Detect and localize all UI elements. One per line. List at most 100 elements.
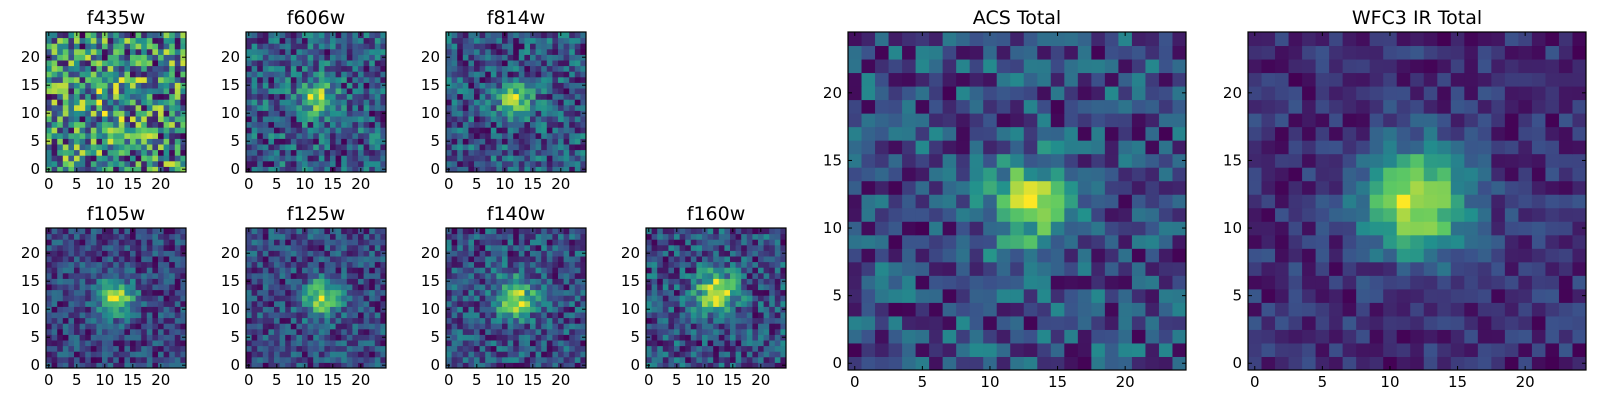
pixel-cell <box>541 250 548 257</box>
pixel-cell <box>758 295 765 302</box>
x-tick-label: 5 <box>272 175 282 193</box>
pixel-cell <box>657 334 664 341</box>
pixel-cell <box>290 300 297 307</box>
pixel-cell <box>324 284 331 291</box>
pixel-cell <box>662 306 669 313</box>
pixel-cell <box>158 76 165 83</box>
pixel-cell <box>135 110 142 117</box>
pixel-cell <box>135 340 142 347</box>
pixel-cell <box>1091 180 1106 195</box>
pixel-cell <box>474 256 481 263</box>
pixel-cell <box>335 267 342 274</box>
pixel-cell <box>457 88 464 95</box>
pixel-cell <box>318 239 325 246</box>
pixel-cell <box>507 82 514 89</box>
pixel-cell <box>146 317 153 324</box>
pixel-cell <box>51 60 58 67</box>
pixel-cell <box>1077 275 1092 290</box>
pixel-cell <box>62 351 69 358</box>
pixel-cell <box>479 43 486 50</box>
pixel-cell <box>163 278 170 285</box>
pixel-cell <box>363 244 370 251</box>
pixel-cell <box>646 328 653 335</box>
pixel-cell <box>246 160 253 167</box>
pixel-cell <box>330 60 337 67</box>
pixel-cell <box>135 272 142 279</box>
pixel-cell <box>307 132 314 139</box>
pixel-cell <box>524 93 531 100</box>
pixel-cell <box>1104 315 1119 330</box>
pixel-cell <box>90 233 97 240</box>
pixel-cell <box>302 351 309 358</box>
pixel-cell <box>1077 302 1092 317</box>
pixel-cell <box>479 127 486 134</box>
pixel-cell <box>358 244 365 251</box>
pixel-cell <box>346 138 353 145</box>
pixel-cell <box>530 43 537 50</box>
pixel-cell <box>324 110 331 117</box>
pixel-cell <box>741 233 748 240</box>
pixel-cell <box>535 340 542 347</box>
pixel-cell <box>346 121 353 128</box>
pixel-cell <box>558 99 565 106</box>
pixel-cell <box>152 132 159 139</box>
pixel-cell <box>490 160 497 167</box>
pixel-cell <box>513 60 520 67</box>
pixel-cell <box>274 37 281 44</box>
pixel-cell <box>446 328 453 335</box>
pixel-cell <box>130 127 137 134</box>
x-tick-label: 15 <box>523 175 542 193</box>
pixel-cell <box>118 144 125 151</box>
pixel-cell <box>279 121 286 128</box>
pixel-cell <box>268 345 275 352</box>
pixel-cell <box>552 149 559 156</box>
pixel-cell <box>130 138 137 145</box>
pixel-cell <box>502 132 509 139</box>
pixel-cell <box>279 60 286 67</box>
pixel-cell <box>262 37 269 44</box>
pixel-cell <box>79 261 86 268</box>
y-tick-label: 10 <box>421 300 440 318</box>
pixel-cell <box>363 267 370 274</box>
pixel-cell <box>468 166 475 173</box>
pixel-cell <box>780 267 787 274</box>
pixel-cell <box>380 328 387 335</box>
pixel-cell <box>341 93 348 100</box>
pixel-cell <box>530 345 537 352</box>
pixel-cell <box>530 138 537 145</box>
pixel-cell <box>451 233 458 240</box>
pixel-cell <box>302 323 309 330</box>
pixel-cell <box>518 116 525 123</box>
pixel-cell <box>479 272 486 279</box>
pixel-cell <box>335 160 342 167</box>
pixel-cell <box>374 256 381 263</box>
pixel-cell <box>457 37 464 44</box>
pixel-cell <box>468 323 475 330</box>
pixel-cell <box>130 345 137 352</box>
pixel-cell <box>330 351 337 358</box>
pixel-cell <box>574 60 581 67</box>
pixel-cell <box>307 289 314 296</box>
pixel-cell <box>174 306 181 313</box>
pixel-cell <box>462 93 469 100</box>
pixel-cell <box>574 144 581 151</box>
pixel-cell <box>707 256 714 263</box>
pixel-cell <box>96 43 103 50</box>
pixel-cell <box>541 160 548 167</box>
pixel-cell <box>85 43 92 50</box>
pixel-cell <box>352 345 359 352</box>
pixel-cell <box>57 351 64 358</box>
pixel-cell <box>479 362 486 369</box>
pixel-cell <box>657 345 664 352</box>
pixel-cell <box>496 93 503 100</box>
pixel-cell <box>1077 315 1092 330</box>
pixel-cell <box>546 149 553 156</box>
pixel-cell <box>490 149 497 156</box>
pixel-cell <box>107 362 114 369</box>
pixel-cell <box>969 194 984 209</box>
pixel-cell <box>146 312 153 319</box>
pixel-cell <box>1131 194 1146 209</box>
pixel-cell <box>318 48 325 55</box>
pixel-cell <box>346 71 353 78</box>
pixel-cell <box>685 295 692 302</box>
